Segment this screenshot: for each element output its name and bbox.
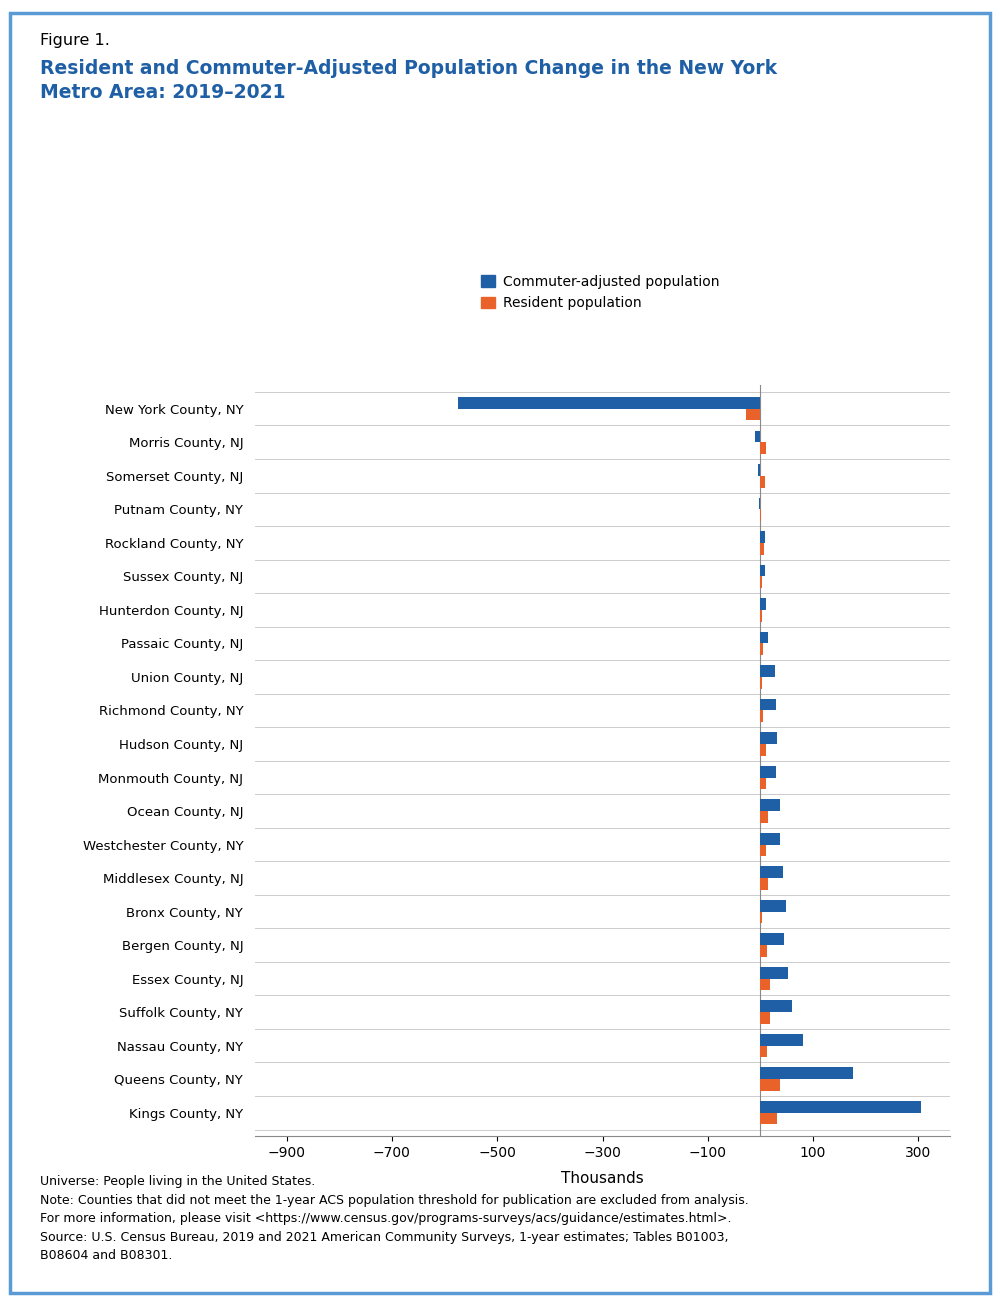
Bar bbox=[760, 475, 765, 487]
Bar bbox=[760, 598, 766, 610]
Bar bbox=[760, 866, 783, 878]
Bar bbox=[760, 878, 768, 889]
Bar bbox=[760, 733, 777, 744]
Bar bbox=[760, 777, 766, 789]
Bar bbox=[760, 564, 765, 576]
Bar bbox=[759, 498, 760, 509]
Legend: Commuter-adjusted population, Resident population: Commuter-adjusted population, Resident p… bbox=[481, 274, 719, 311]
Bar bbox=[458, 397, 760, 409]
Bar bbox=[760, 744, 766, 756]
Bar bbox=[758, 464, 760, 475]
Bar bbox=[760, 710, 763, 722]
Bar bbox=[755, 431, 760, 443]
Bar bbox=[760, 966, 788, 978]
Bar bbox=[760, 532, 765, 543]
Bar bbox=[760, 934, 784, 946]
Text: Resident and Commuter-Adjusted Population Change in the New York
Metro Area: 201: Resident and Commuter-Adjusted Populatio… bbox=[40, 59, 777, 102]
X-axis label: Thousands: Thousands bbox=[561, 1171, 644, 1186]
Bar bbox=[760, 576, 762, 588]
Bar bbox=[760, 833, 780, 845]
Bar bbox=[760, 1101, 921, 1113]
Bar bbox=[746, 409, 760, 421]
Bar bbox=[760, 978, 770, 990]
Bar bbox=[760, 543, 764, 555]
Bar bbox=[760, 699, 776, 710]
Text: Universe: People living in the United States.
Note: Counties that did not meet t: Universe: People living in the United St… bbox=[40, 1175, 749, 1263]
Bar bbox=[760, 644, 763, 656]
Bar bbox=[760, 946, 767, 957]
Bar bbox=[760, 1079, 780, 1091]
Bar bbox=[760, 811, 768, 823]
Bar bbox=[760, 677, 762, 688]
Bar bbox=[760, 1012, 770, 1024]
Bar bbox=[760, 845, 766, 857]
Bar bbox=[760, 912, 762, 923]
Bar bbox=[760, 665, 775, 677]
Bar bbox=[760, 443, 766, 454]
Bar bbox=[760, 799, 780, 811]
Text: Figure 1.: Figure 1. bbox=[40, 33, 110, 47]
Bar bbox=[760, 632, 768, 644]
Bar bbox=[760, 610, 762, 622]
Bar bbox=[760, 1113, 777, 1124]
Bar bbox=[760, 1046, 767, 1058]
Bar bbox=[760, 765, 776, 777]
Bar bbox=[760, 1067, 853, 1079]
Bar bbox=[760, 900, 786, 912]
Bar bbox=[760, 1000, 792, 1012]
Bar bbox=[760, 1034, 803, 1046]
